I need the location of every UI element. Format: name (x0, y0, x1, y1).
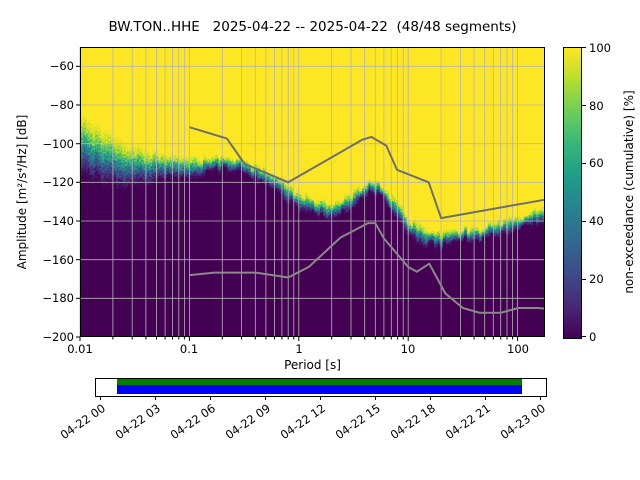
timeline-tick-label: 04-22 00 (57, 401, 109, 443)
coverage-fill-green (117, 379, 522, 385)
colorbar-tick-label: 100 (589, 41, 611, 55)
y-tick-label: −160 (42, 253, 74, 267)
y-axis-label: Amplitude [m²/s⁴/Hz] [dB] (15, 114, 29, 270)
colorbar-tick-label: 0 (589, 330, 597, 344)
timeline-tick-label: 04-22 06 (167, 401, 219, 443)
y-tick-label: −100 (42, 137, 74, 151)
y-tick-label: −80 (49, 98, 74, 112)
x-tick-label: 0.01 (67, 342, 93, 356)
timeline-tick-label: 04-22 15 (332, 401, 384, 443)
colorbar-tick (582, 279, 586, 280)
colorbar-tick (582, 221, 586, 222)
timeline-tick (210, 396, 211, 400)
timeline-tick (430, 396, 431, 400)
timeline-tick-label: 04-22 09 (222, 401, 274, 443)
ppsd-heatmap (80, 47, 545, 337)
y-tick-label: −200 (42, 330, 74, 344)
timeline-tick (375, 396, 376, 400)
colorbar (563, 47, 582, 339)
noise-model-high-line (189, 126, 546, 220)
timeline-tick (155, 396, 156, 400)
colorbar-tick-label: 20 (589, 272, 604, 286)
timeline-tick (100, 396, 101, 400)
x-tick-label: 100 (507, 342, 529, 356)
y-tick-label: −60 (49, 59, 74, 73)
timeline-tick-label: 04-22 12 (277, 401, 329, 443)
timeline-tick (265, 396, 266, 400)
colorbar-tick-label: 60 (589, 156, 604, 170)
timeline-tick-label: 04-22 03 (112, 401, 164, 443)
plot-overlay (76, 47, 546, 341)
timeline-tick-label: 04-22 21 (442, 401, 494, 443)
timeline-tick (320, 396, 321, 400)
x-tick-label: 0.1 (179, 342, 199, 356)
colorbar-tick (582, 105, 586, 106)
colorbar-tick (582, 163, 586, 164)
x-tick-label: 10 (400, 342, 416, 356)
y-tick-label: −140 (42, 214, 74, 228)
timeline-tick (485, 396, 486, 400)
x-axis-label: Period [s] (284, 358, 341, 372)
timeline-tick-label: 04-23 00 (497, 401, 549, 443)
colorbar-tick (582, 336, 586, 337)
plot-title: BW.TON..HHE 2025-04-22 -- 2025-04-22 (48… (108, 19, 517, 35)
colorbar-tick-label: 40 (589, 214, 604, 228)
plot-border (80, 47, 545, 337)
timeline-tick (540, 396, 541, 400)
x-tick-label: 1 (295, 342, 303, 356)
colorbar-tick-label: 80 (589, 99, 604, 113)
noise-model-low-line (189, 222, 546, 314)
coverage-fill-blue (117, 385, 522, 394)
timeline-tick-label: 04-22 18 (387, 401, 439, 443)
data-coverage-bar (95, 378, 547, 397)
y-tick-label: −120 (42, 175, 74, 189)
y-tick-label: −180 (42, 291, 74, 305)
colorbar-label: non-exceedance (cumulative) [%] (622, 90, 636, 294)
colorbar-tick (582, 47, 586, 48)
